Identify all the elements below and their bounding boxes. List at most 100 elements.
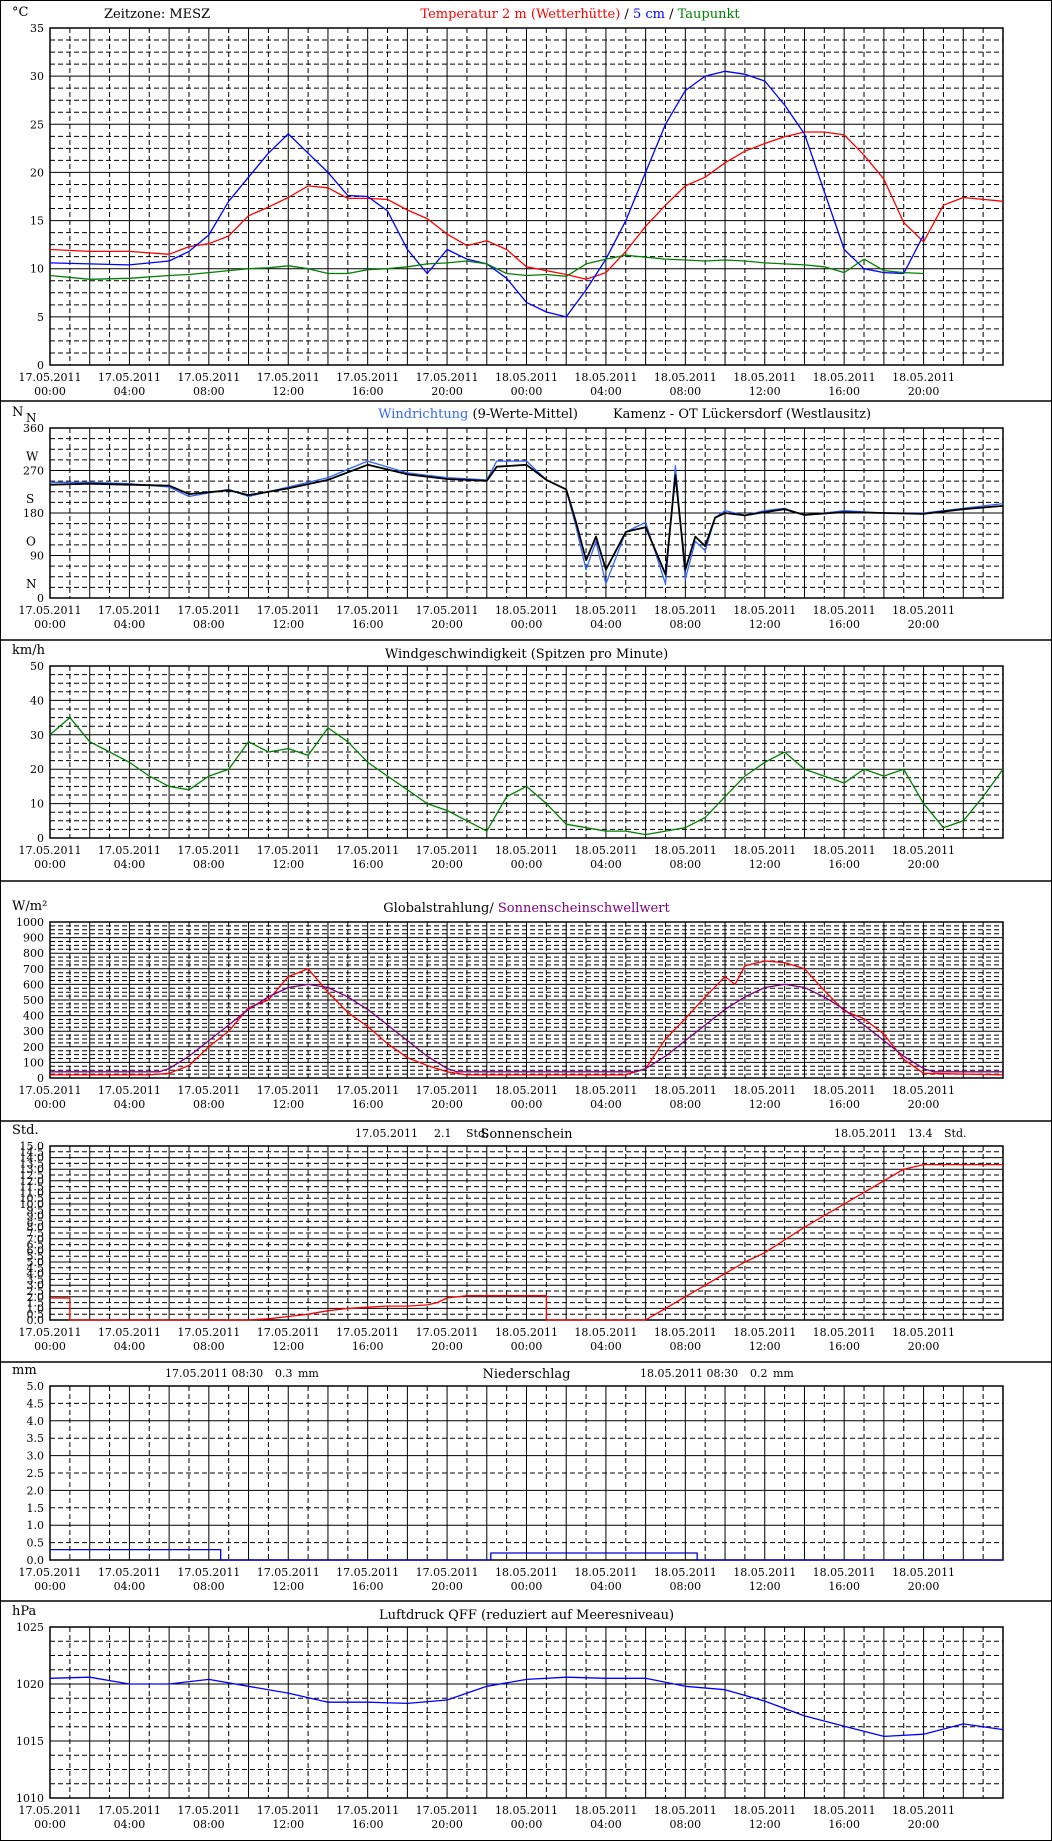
day1-value: 0.3 xyxy=(275,1367,293,1380)
x-tick-date: 17.05.2011 xyxy=(177,1326,240,1339)
y-tick-label: 0.0 xyxy=(27,1554,45,1567)
x-tick-time: 16:00 xyxy=(352,1340,384,1353)
x-tick-date: 18.05.2011 xyxy=(654,1326,717,1339)
x-tick-time: 20:00 xyxy=(908,1098,940,1111)
compass-label: S xyxy=(26,492,34,506)
plot-frame xyxy=(49,1626,1004,1799)
y-tick-label: 30 xyxy=(30,70,44,83)
y-tick-label: 2.5 xyxy=(27,1467,45,1480)
day2-value: 0.2 xyxy=(750,1367,768,1380)
x-tick-date: 18.05.2011 xyxy=(733,1326,796,1339)
unit-label: mm xyxy=(12,1363,37,1378)
y-tick-label: 10.5 xyxy=(20,1192,45,1205)
x-tick-time: 04:00 xyxy=(590,385,622,398)
unit-label: km/h xyxy=(12,643,46,658)
x-tick-date: 18.05.2011 xyxy=(733,1566,796,1579)
x-tick-time: 08:00 xyxy=(669,1340,701,1353)
x-tick-date: 18.05.2011 xyxy=(892,1326,955,1339)
x-tick-time: 16:00 xyxy=(352,1098,384,1111)
x-tick-date: 18.05.2011 xyxy=(654,604,717,617)
x-tick-date: 17.05.2011 xyxy=(98,371,161,384)
y-tick-label: 0.5 xyxy=(27,1537,45,1550)
x-tick-date: 18.05.2011 xyxy=(813,1084,876,1097)
x-tick-date: 17.05.2011 xyxy=(19,844,82,857)
x-tick-date: 18.05.2011 xyxy=(733,604,796,617)
x-tick-date: 18.05.2011 xyxy=(574,1326,637,1339)
x-tick-date: 17.05.2011 xyxy=(177,844,240,857)
x-tick-time: 00:00 xyxy=(511,618,543,631)
x-tick-time: 00:00 xyxy=(511,1340,543,1353)
x-tick-time: 04:00 xyxy=(590,1580,622,1593)
x-tick-date: 18.05.2011 xyxy=(892,1804,955,1817)
y-tick-label: 3.5 xyxy=(27,1273,45,1286)
y-tick-label: 50 xyxy=(30,660,44,673)
x-tick-date: 17.05.2011 xyxy=(416,1804,479,1817)
title-part: Temperatur 2 m (Wetterhütte) xyxy=(420,7,620,22)
x-tick-time: 12:00 xyxy=(272,1580,304,1593)
x-tick-time: 00:00 xyxy=(34,385,66,398)
panel-pressure: 101010151020102517.05.201100:0017.05.201… xyxy=(12,1604,1004,1831)
y-tick-label: 5 xyxy=(37,311,44,324)
y-tick-label: 1015 xyxy=(16,1735,44,1748)
x-tick-time: 00:00 xyxy=(511,1098,543,1111)
y-tick-label: 8.5 xyxy=(27,1215,45,1228)
x-tick-time: 04:00 xyxy=(590,618,622,631)
x-tick-time: 16:00 xyxy=(352,618,384,631)
x-tick-time: 12:00 xyxy=(272,1098,304,1111)
y-tick-label: 1.5 xyxy=(27,1297,45,1310)
plot-frame xyxy=(49,1145,1004,1321)
x-tick-time: 04:00 xyxy=(114,858,146,871)
series-line-temperature-2 xyxy=(49,254,924,280)
x-tick-date: 18.05.2011 xyxy=(892,1084,955,1097)
x-tick-time: 08:00 xyxy=(669,385,701,398)
y-tick-label: 1.0 xyxy=(27,1302,45,1315)
x-tick-time: 04:00 xyxy=(590,858,622,871)
day2-unit: mm xyxy=(773,1367,794,1380)
x-tick-time: 12:00 xyxy=(749,618,781,631)
x-tick-date: 17.05.2011 xyxy=(98,604,161,617)
x-tick-time: 20:00 xyxy=(431,858,463,871)
station-label: Kamenz - OT Lückersdorf (Westlausitz) xyxy=(613,407,871,422)
x-tick-time: 16:00 xyxy=(828,1098,860,1111)
x-tick-date: 17.05.2011 xyxy=(98,844,161,857)
y-tick-label: 14.0 xyxy=(20,1152,45,1165)
x-tick-time: 16:00 xyxy=(828,858,860,871)
x-tick-time: 08:00 xyxy=(669,618,701,631)
x-tick-time: 20:00 xyxy=(908,618,940,631)
day1-value: 2.1 xyxy=(434,1127,452,1140)
x-tick-date: 18.05.2011 xyxy=(813,371,876,384)
day1-unit: Std. xyxy=(466,1127,489,1140)
panel-temperature: 0510152025303517.05.201100:0017.05.20110… xyxy=(0,5,1052,402)
x-tick-date: 18.05.2011 xyxy=(813,604,876,617)
title-part: (9-Werte-Mittel) xyxy=(468,407,578,422)
x-tick-date: 17.05.2011 xyxy=(416,371,479,384)
x-tick-date: 18.05.2011 xyxy=(495,371,558,384)
x-tick-date: 18.05.2011 xyxy=(813,1566,876,1579)
x-tick-date: 18.05.2011 xyxy=(892,604,955,617)
x-tick-date: 17.05.2011 xyxy=(257,1084,320,1097)
series-line-pressure-0 xyxy=(49,1676,1004,1738)
y-tick-label: 11.0 xyxy=(20,1186,45,1199)
x-tick-date: 17.05.2011 xyxy=(19,604,82,617)
y-tick-label: 300 xyxy=(23,1025,44,1038)
x-tick-time: 16:00 xyxy=(828,385,860,398)
y-tick-label: 400 xyxy=(23,1010,44,1023)
x-tick-date: 18.05.2011 xyxy=(654,1566,717,1579)
x-tick-time: 16:00 xyxy=(352,385,384,398)
y-tick-label: 1025 xyxy=(16,1621,44,1634)
x-tick-time: 00:00 xyxy=(34,858,66,871)
y-tick-label: 1000 xyxy=(16,916,44,929)
panel-winddir: 09018027036017.05.201100:0017.05.201104:… xyxy=(0,405,1052,641)
x-tick-time: 12:00 xyxy=(749,858,781,871)
y-tick-label: 10 xyxy=(30,263,44,276)
chart-title: Luftdruck QFF (reduziert auf Meeresnivea… xyxy=(379,1608,674,1623)
series-line-radiation-0 xyxy=(50,960,1004,1076)
y-tick-label: 6.0 xyxy=(27,1244,45,1257)
x-tick-time: 04:00 xyxy=(114,1098,146,1111)
series-line-temperature-1 xyxy=(49,70,925,318)
series-line-precip-0 xyxy=(50,1548,1003,1561)
x-tick-date: 17.05.2011 xyxy=(257,1566,320,1579)
y-tick-label: 0.5 xyxy=(27,1308,45,1321)
x-tick-time: 08:00 xyxy=(669,858,701,871)
